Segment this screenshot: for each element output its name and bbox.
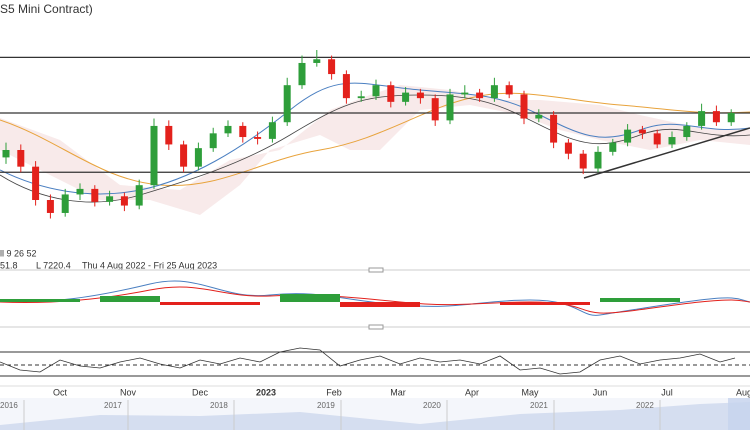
candle-body (135, 185, 143, 206)
navigator-label: 2018 (210, 401, 228, 410)
navigator-window[interactable] (728, 398, 750, 430)
candle-body (180, 144, 188, 167)
candle-body (402, 92, 410, 102)
candle-body (490, 85, 498, 99)
navigator-label: 2021 (530, 401, 548, 410)
trend-line (583, 127, 750, 179)
candle-body (505, 85, 513, 95)
candle-body (209, 133, 217, 149)
x-tick-label: Jun (593, 387, 608, 397)
macd-histogram (0, 294, 680, 307)
candle-body (461, 92, 469, 95)
candle-body (683, 125, 691, 138)
candle-body (239, 125, 247, 138)
candle-body (564, 142, 572, 154)
candle-body (268, 122, 276, 139)
x-tick-label: Feb (326, 387, 342, 397)
navigator-label: 2017 (104, 401, 122, 410)
chart-title: S5 Mini Contract) (0, 2, 93, 16)
navigator-label: 2020 (423, 401, 441, 410)
candle-body (387, 85, 395, 102)
candle-body (150, 125, 158, 186)
candle-body (624, 129, 632, 143)
candle-body (653, 133, 661, 145)
candle-body (712, 111, 720, 123)
info-text: L 7220.4 (36, 260, 71, 270)
candle-body (298, 62, 306, 86)
rsi-line (0, 347, 736, 375)
candle-body (32, 166, 40, 200)
candle-body (283, 85, 291, 123)
candle-body (61, 194, 69, 213)
candle-body (550, 114, 558, 143)
pane-handle (368, 267, 384, 273)
pane-handle (368, 324, 384, 330)
ichimoku-cloud (0, 85, 750, 215)
x-tick-label: Dec (192, 387, 209, 397)
navigator-label: 2022 (636, 401, 654, 410)
candle-body (165, 125, 173, 145)
candle-body (476, 92, 484, 99)
x-tick-label: Jul (661, 387, 673, 397)
candle-body (372, 85, 380, 97)
candle-body (17, 150, 25, 167)
macd-line (0, 280, 750, 316)
candle-body (224, 125, 232, 134)
candle-body (313, 59, 321, 63)
candle-body (106, 196, 114, 202)
x-tick-label: Nov (120, 387, 137, 397)
candle-body (594, 151, 602, 169)
candle-body (2, 150, 10, 158)
x-tick-label: May (521, 387, 539, 397)
x-tick-label: Apr (465, 387, 479, 397)
x-tick-label: Mar (390, 387, 406, 397)
candle-body (638, 129, 646, 134)
candle-body (328, 59, 336, 75)
candle-body (357, 96, 365, 99)
candle-body (416, 92, 424, 99)
navigator-label: 2016 (0, 401, 18, 410)
candle-body (254, 137, 262, 139)
moving-average (0, 92, 750, 187)
info-text: 51.8 (0, 260, 18, 270)
candle-body (535, 114, 543, 119)
info-text: Thu 4 Aug 2022 - Fri 25 Aug 2023 (82, 260, 217, 270)
candle-body (727, 112, 735, 123)
histogram-up (0, 294, 680, 302)
indicator-label: ll 9 26 52 (0, 248, 37, 258)
candles (0, 50, 750, 219)
navigator-label: 2019 (317, 401, 335, 410)
x-tick-label: Aug (736, 387, 750, 397)
histogram-down (160, 302, 590, 307)
candle-body (668, 137, 676, 145)
candle-body (342, 74, 350, 99)
candle-body (194, 148, 202, 167)
candle-body (609, 142, 617, 152)
candle-body (91, 188, 99, 202)
candle-body (431, 98, 439, 121)
candle-body (46, 200, 54, 213)
candle-body (120, 196, 128, 206)
candle-body (76, 188, 84, 195)
navigator-area (0, 402, 750, 430)
candle-body (698, 111, 706, 126)
signal-line (0, 286, 750, 314)
candle-body (446, 94, 454, 121)
candle-body (579, 153, 587, 169)
candle-body (520, 94, 528, 119)
x-tick-label: Oct (53, 387, 68, 397)
x-tick-label: 2023 (256, 387, 276, 397)
